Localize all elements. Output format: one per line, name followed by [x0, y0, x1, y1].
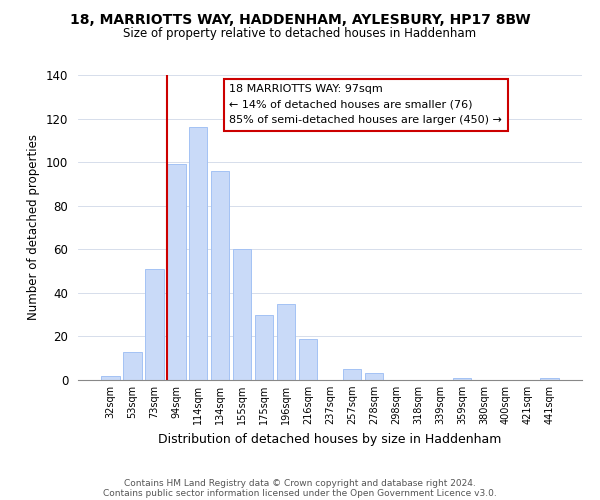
Bar [255, 314, 274, 380]
Bar [123, 352, 142, 380]
Text: 18 MARRIOTTS WAY: 97sqm
← 14% of detached houses are smaller (76)
85% of semi-de: 18 MARRIOTTS WAY: 97sqm ← 14% of detache… [229, 84, 502, 126]
X-axis label: Distribution of detached houses by size in Haddenham: Distribution of detached houses by size … [158, 432, 502, 446]
Text: Size of property relative to detached houses in Haddenham: Size of property relative to detached ho… [124, 28, 476, 40]
Bar [452, 378, 471, 380]
Bar [277, 304, 295, 380]
Text: Contains HM Land Registry data © Crown copyright and database right 2024.: Contains HM Land Registry data © Crown c… [124, 478, 476, 488]
Bar [541, 378, 559, 380]
Bar [211, 171, 229, 380]
Bar [167, 164, 185, 380]
Bar [343, 369, 361, 380]
Bar [189, 128, 208, 380]
Text: 18, MARRIOTTS WAY, HADDENHAM, AYLESBURY, HP17 8BW: 18, MARRIOTTS WAY, HADDENHAM, AYLESBURY,… [70, 12, 530, 26]
Bar [233, 250, 251, 380]
Bar [145, 269, 164, 380]
Text: Contains public sector information licensed under the Open Government Licence v3: Contains public sector information licen… [103, 488, 497, 498]
Bar [101, 376, 119, 380]
Bar [299, 338, 317, 380]
Bar [365, 374, 383, 380]
Y-axis label: Number of detached properties: Number of detached properties [28, 134, 40, 320]
